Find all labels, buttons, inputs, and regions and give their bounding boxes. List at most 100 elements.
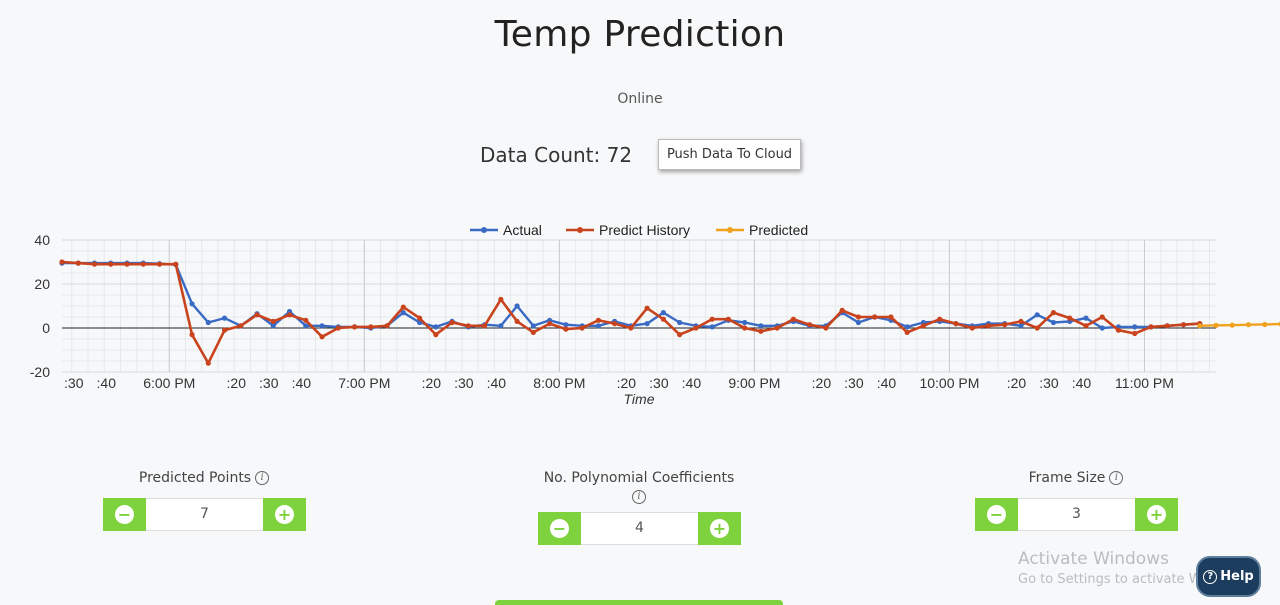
data-point	[1197, 323, 1203, 329]
legend-marker	[727, 227, 733, 233]
data-point	[270, 323, 276, 329]
data-point	[1018, 323, 1024, 329]
data-point	[758, 328, 764, 334]
data-point	[1132, 324, 1138, 330]
temperature-chart: 40 20 0 -20:30:40 6:00 PM:20:30:40 7:00 PM:20…	[30, 222, 1280, 407]
increment-button[interactable]: +	[1135, 498, 1178, 531]
polynomial-coefficients-stepper: − 4 +	[538, 512, 741, 545]
y-tick-label: -20	[30, 364, 50, 380]
push-data-button[interactable]: Push Data To Cloud	[658, 139, 801, 170]
data-point	[1067, 315, 1073, 321]
x-tick-label: :40	[487, 375, 507, 391]
x-tick-label: :40	[292, 375, 312, 391]
legend-label: Predicted	[749, 222, 808, 238]
info-icon[interactable]: i	[255, 471, 270, 485]
x-tick-label: :40	[97, 375, 117, 391]
y-tick-label: 0	[42, 320, 50, 336]
data-point	[985, 323, 992, 329]
minus-icon: −	[115, 505, 134, 524]
x-tick-label: :20	[812, 375, 832, 391]
x-tick-label: 11:00 PM	[1115, 375, 1174, 391]
x-tick-label: :20	[422, 375, 442, 391]
data-point	[221, 327, 228, 333]
data-point	[319, 323, 325, 329]
data-point	[254, 312, 260, 318]
x-tick-label: :40	[682, 375, 702, 391]
data-point	[742, 325, 748, 331]
data-point	[855, 319, 862, 326]
data-point	[1148, 324, 1154, 330]
data-point	[205, 319, 211, 326]
info-icon[interactable]: i	[632, 489, 646, 504]
data-point	[400, 304, 406, 310]
data-point	[416, 315, 423, 321]
data-point	[660, 316, 666, 322]
decrement-button[interactable]: −	[538, 512, 581, 545]
data-point	[286, 312, 293, 318]
data-point	[1229, 322, 1235, 328]
data-point	[547, 321, 553, 327]
data-point	[303, 323, 309, 329]
frame-size-label: Frame Size	[1028, 470, 1106, 486]
data-point	[498, 323, 504, 329]
data-point	[1083, 315, 1089, 321]
x-tick-label: :30	[259, 375, 279, 391]
data-point	[969, 325, 975, 331]
x-tick-label: :20	[1007, 375, 1027, 391]
data-point	[59, 259, 65, 265]
data-point	[677, 332, 683, 338]
data-point	[1262, 321, 1268, 328]
data-point	[872, 314, 878, 320]
plus-icon: +	[275, 505, 294, 524]
frame-size-control: Frame Size i	[975, 470, 1177, 486]
data-point	[563, 326, 569, 332]
data-point	[774, 325, 780, 331]
x-tick-label: :40	[1072, 375, 1092, 391]
data-point	[660, 310, 666, 316]
data-point	[449, 319, 455, 326]
increment-button[interactable]: +	[698, 512, 741, 545]
polynomial-coefficients-input[interactable]: 4	[581, 512, 698, 545]
x-tick-label: :30	[649, 375, 669, 391]
x-tick-label: 6:00 PM	[143, 375, 195, 391]
data-point	[1050, 319, 1057, 326]
data-point	[400, 310, 406, 316]
frame-size-input[interactable]: 3	[1018, 498, 1135, 531]
x-tick-label: :30	[844, 375, 864, 391]
data-point	[205, 360, 211, 366]
data-point	[855, 314, 862, 320]
decrement-button[interactable]: −	[103, 498, 146, 531]
x-tick-label: :40	[877, 375, 897, 391]
x-tick-label: :30	[1039, 375, 1059, 391]
help-button[interactable]: ? Help	[1196, 556, 1261, 597]
data-point	[807, 322, 813, 328]
data-point	[335, 325, 341, 331]
x-axis-label: Time	[624, 391, 655, 407]
data-point	[1018, 318, 1024, 324]
connection-status: Online	[617, 91, 663, 107]
polynomial-coefficients-label: No. Polynomial Coefficients	[543, 470, 735, 486]
data-point	[124, 261, 130, 267]
increment-button[interactable]: +	[263, 498, 306, 531]
x-tick-label: 9:00 PM	[728, 375, 780, 391]
predicted-points-stepper: − 7 +	[103, 498, 306, 531]
data-point	[579, 325, 585, 331]
data-point	[140, 261, 146, 267]
polynomial-coefficients-control: No. Polynomial Coefficients i	[538, 470, 740, 506]
data-point	[953, 321, 959, 327]
data-point	[1099, 325, 1105, 331]
submit-button[interactable]	[495, 600, 783, 605]
data-point	[156, 261, 163, 267]
info-icon[interactable]: i	[1109, 471, 1124, 485]
minus-icon: −	[987, 505, 1006, 524]
data-point	[498, 296, 504, 302]
data-point	[303, 317, 309, 323]
decrement-button[interactable]: −	[975, 498, 1018, 531]
data-point	[189, 332, 195, 338]
data-point	[725, 316, 731, 322]
legend-label: Actual	[503, 222, 542, 238]
x-tick-label: 7:00 PM	[338, 375, 390, 391]
x-tick-label: :20	[227, 375, 247, 391]
predicted-points-input[interactable]: 7	[146, 498, 263, 531]
minus-icon: −	[550, 519, 569, 538]
